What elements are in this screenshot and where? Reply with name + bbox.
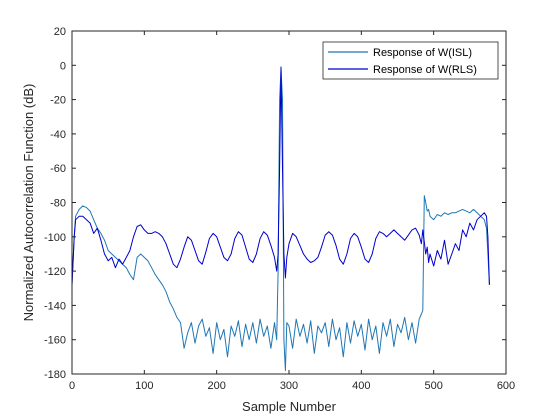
series-line-isl xyxy=(71,68,490,372)
x-tick-label: 0 xyxy=(69,380,75,392)
ticks-group: 0 100 200 300 400 500 600200-20-40-60-80-100-1… xyxy=(44,26,515,392)
x-tick-label: 500 xyxy=(424,380,442,392)
x-tick-label: 400 xyxy=(352,380,370,392)
y-tick-label: -160 xyxy=(44,335,66,347)
series-group xyxy=(71,66,490,372)
x-axis-label: Sample Number xyxy=(242,399,337,414)
y-tick-label: -40 xyxy=(50,129,66,141)
legend-label-isl: Response of W(ISL) xyxy=(373,47,472,59)
x-tick-label: 600 xyxy=(497,380,515,392)
series-line-rls xyxy=(71,66,490,285)
y-axis-label: Normalized Autocorrelation Function (dB) xyxy=(21,84,36,322)
y-tick-label: -180 xyxy=(44,369,66,381)
x-tick-label: 300 xyxy=(280,380,298,392)
x-tick-label: 100 xyxy=(135,380,153,392)
y-tick-label: -20 xyxy=(50,95,66,107)
y-tick-label: -120 xyxy=(44,266,66,278)
y-tick-label: 0 xyxy=(60,60,66,72)
y-tick-label: -100 xyxy=(44,232,66,244)
legend-box xyxy=(322,41,499,80)
y-tick-label: -80 xyxy=(50,198,66,210)
legend: Response of W(ISL) Response of W(RLS) xyxy=(322,41,499,80)
plot-area xyxy=(72,31,506,374)
y-tick-label: 20 xyxy=(54,26,66,38)
legend-label-rls: Response of W(RLS) xyxy=(373,64,477,76)
y-tick-label: -60 xyxy=(50,163,66,175)
x-tick-label: 200 xyxy=(207,380,225,392)
y-tick-label: -140 xyxy=(44,300,66,312)
